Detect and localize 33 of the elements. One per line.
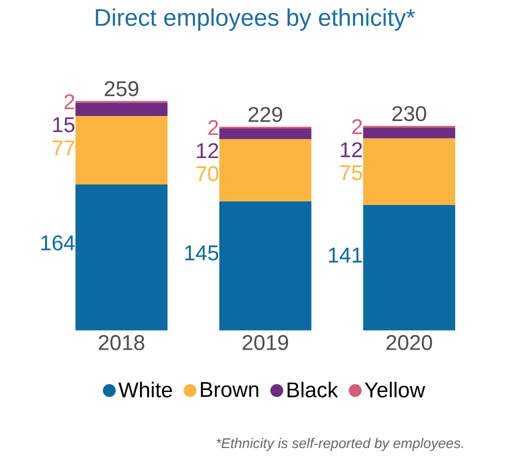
legend-label: Yellow <box>364 382 426 398</box>
data-label: 164 <box>41 235 75 250</box>
data-label: 75 <box>340 165 362 180</box>
data-label: 141 <box>329 248 362 262</box>
data-label: 12 <box>340 142 362 158</box>
data-label: 145 <box>185 246 218 260</box>
data-label: 15 <box>53 117 74 132</box>
legend-label: Black <box>288 382 338 398</box>
bar <box>219 128 312 140</box>
data-label: 2 <box>352 119 362 134</box>
data-label: 70 <box>196 166 218 182</box>
bar <box>219 201 312 330</box>
legend-label: Brown <box>200 382 258 398</box>
bar <box>363 204 456 330</box>
bar <box>75 184 168 330</box>
bar <box>75 116 168 185</box>
chart-title: Direct employees by ethnicity* <box>96 8 415 31</box>
data-label: 2 <box>64 94 74 110</box>
total-label: 230 <box>392 106 426 122</box>
data-label: 12 <box>197 143 218 158</box>
bar <box>363 128 456 138</box>
total-label: 259 <box>104 81 138 96</box>
total-label: 229 <box>248 106 282 122</box>
x-tick-label: 2020 <box>386 335 432 350</box>
legend-label: White <box>118 382 172 398</box>
data-label: 2 <box>208 120 218 135</box>
x-tick-label: 2018 <box>98 335 144 350</box>
x-tick-label: 2019 <box>242 335 288 350</box>
bar <box>75 102 168 116</box>
text: *Ethnicity is self-reported by employees. <box>216 438 463 451</box>
data-label: 77 <box>52 140 74 156</box>
bar <box>363 138 456 205</box>
bar <box>219 139 312 202</box>
